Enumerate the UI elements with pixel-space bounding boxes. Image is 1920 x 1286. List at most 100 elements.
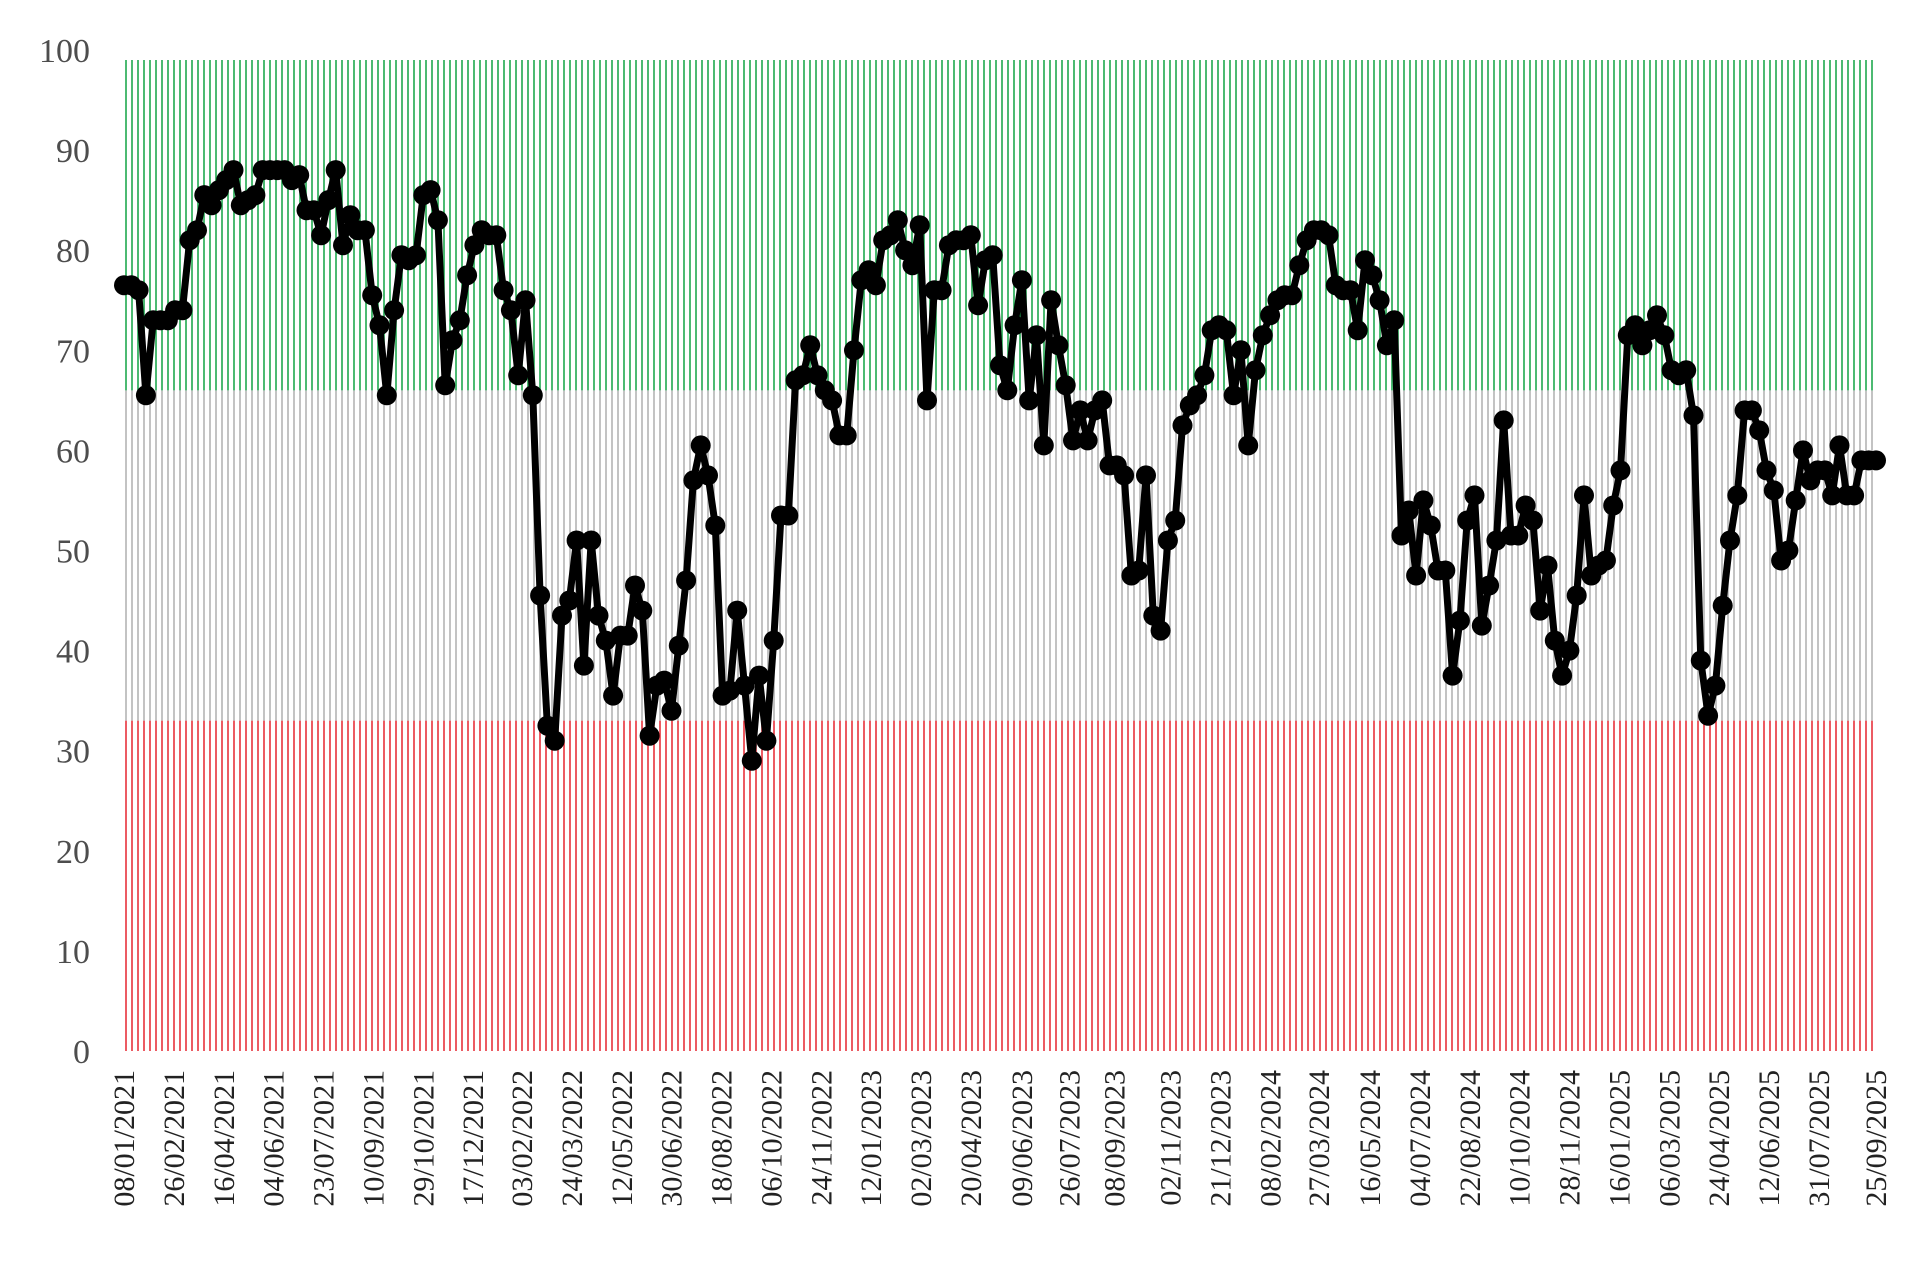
data-point — [1442, 665, 1463, 686]
data-point — [1216, 320, 1237, 341]
data-point — [931, 280, 952, 301]
data-point — [1143, 605, 1164, 626]
data-point — [1355, 250, 1375, 271]
data-point — [340, 205, 361, 226]
data-point — [537, 715, 558, 736]
data-point — [376, 385, 397, 406]
data-point — [1785, 490, 1806, 511]
x-tick-label: 24/03/2022 — [556, 1070, 589, 1207]
data-point — [427, 210, 448, 231]
x-tick-label: 16/04/2021 — [208, 1070, 241, 1207]
x-tick-label: 02/03/2023 — [905, 1070, 938, 1207]
data-point — [1493, 410, 1514, 431]
data-point — [1055, 375, 1076, 396]
data-point — [1654, 325, 1675, 346]
data-point — [1508, 525, 1529, 546]
data-point — [749, 665, 770, 686]
data-point — [1041, 290, 1062, 311]
data-point — [1092, 390, 1113, 411]
data-point — [625, 575, 645, 596]
data-point — [1011, 270, 1032, 291]
data-point — [632, 600, 653, 621]
data-point — [968, 295, 989, 316]
data-point — [902, 255, 923, 276]
data-point — [997, 380, 1018, 401]
data-point — [1552, 665, 1573, 686]
x-tick-label: 10/09/2021 — [357, 1070, 390, 1207]
y-tick-label: 30 — [56, 734, 90, 771]
data-point — [1384, 310, 1405, 331]
data-point — [1530, 600, 1551, 621]
x-axis-ticks: 08/01/2021 26/02/2021 16/04/2021 04/06/2021… — [108, 1070, 1893, 1207]
x-tick-label: 18/08/2022 — [706, 1070, 739, 1207]
data-point — [135, 385, 156, 406]
data-point — [1369, 290, 1390, 311]
data-point — [1230, 340, 1251, 361]
data-point — [1070, 400, 1091, 421]
data-point — [887, 210, 908, 231]
data-point — [1595, 550, 1616, 571]
data-point — [844, 340, 864, 361]
data-point — [201, 195, 222, 216]
data-point — [858, 260, 879, 281]
data-point — [464, 235, 485, 256]
data-point — [1413, 490, 1434, 511]
data-point — [676, 570, 697, 591]
y-tick-label: 50 — [56, 534, 90, 571]
data-point — [435, 375, 456, 396]
y-tick-label: 60 — [56, 433, 90, 470]
y-tick-label: 90 — [56, 133, 90, 170]
data-point — [1376, 335, 1397, 356]
data-point — [1610, 460, 1631, 481]
data-point — [1822, 485, 1843, 506]
x-tick-label: 10/10/2024 — [1504, 1070, 1537, 1207]
data-point — [1048, 335, 1069, 356]
data-point — [1829, 435, 1850, 456]
data-point — [1449, 610, 1470, 631]
data-point — [289, 165, 310, 186]
y-tick-label: 70 — [56, 333, 90, 370]
data-point — [1004, 315, 1025, 336]
data-point — [741, 750, 762, 771]
data-point — [1157, 530, 1178, 551]
data-point — [1727, 485, 1748, 506]
x-tick-label: 31/07/2025 — [1803, 1070, 1836, 1207]
data-point — [800, 335, 821, 356]
data-point — [1690, 650, 1711, 671]
data-point — [1282, 285, 1302, 306]
data-point — [1544, 630, 1565, 651]
data-point — [559, 590, 580, 611]
x-tick-label: 09/06/2023 — [1006, 1070, 1039, 1207]
data-point — [500, 300, 521, 321]
y-tick-label: 10 — [56, 934, 90, 971]
data-point — [1223, 385, 1244, 406]
data-point — [1522, 510, 1543, 531]
data-point — [1603, 495, 1624, 516]
data-point — [917, 390, 937, 411]
x-tick-label: 12/06/2025 — [1753, 1070, 1786, 1207]
data-point — [552, 605, 572, 626]
x-tick-label: 16/01/2025 — [1604, 1070, 1637, 1207]
data-point — [668, 635, 689, 656]
data-point — [727, 600, 748, 621]
data-point — [1814, 460, 1835, 481]
data-point — [1136, 465, 1156, 486]
data-point — [333, 235, 353, 256]
data-point — [909, 215, 930, 236]
data-point — [617, 625, 638, 646]
data-point — [1457, 510, 1478, 531]
series-group — [114, 160, 1886, 771]
y-tick-label: 80 — [56, 233, 90, 270]
data-point — [493, 280, 514, 301]
data-point — [1720, 530, 1740, 551]
data-point — [1464, 485, 1485, 506]
data-point — [1471, 615, 1492, 636]
data-point — [1406, 565, 1427, 586]
x-tick-label: 25/09/2025 — [1860, 1070, 1893, 1207]
data-point — [1187, 385, 1208, 406]
data-point — [1559, 640, 1580, 661]
data-point — [581, 530, 602, 551]
data-point — [734, 675, 755, 696]
data-point — [1778, 540, 1799, 561]
